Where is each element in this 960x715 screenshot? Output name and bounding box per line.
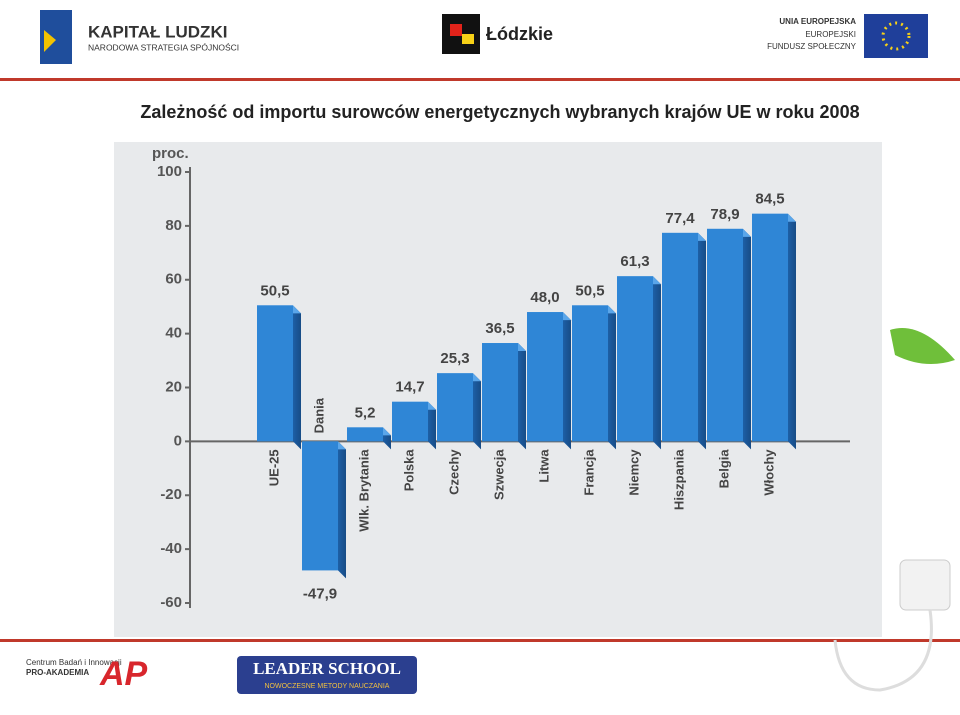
plot: proc. -60 -40 -20 0 20 40 60 80 100 50,5 UE-25 -47,9… bbox=[152, 145, 850, 611]
leader-badge bbox=[237, 656, 417, 694]
y-tick-label: 60 bbox=[165, 271, 182, 288]
y-tick-label: 40 bbox=[165, 325, 182, 342]
y-tick-label: -20 bbox=[160, 486, 182, 503]
header-rule bbox=[0, 78, 960, 81]
x-tick-label: Czechy bbox=[446, 449, 461, 495]
value-label: 48,0 bbox=[530, 289, 559, 306]
y-tick-label: -60 bbox=[160, 594, 182, 611]
bar bbox=[707, 228, 743, 442]
y-tick-label: 80 bbox=[165, 217, 182, 234]
bar-side bbox=[293, 305, 301, 450]
value-label: 36,5 bbox=[485, 320, 514, 337]
bar bbox=[482, 343, 518, 442]
x-tick-label: Belgia bbox=[716, 449, 731, 489]
logo-right: UNIA EUROPEJSKA EUROPEJSKI FUNDUSZ SPOŁE… bbox=[767, 14, 928, 58]
value-label: 77,4 bbox=[665, 210, 695, 227]
footer-rule bbox=[0, 639, 960, 642]
logo-square bbox=[450, 24, 462, 36]
bar bbox=[302, 441, 338, 571]
x-tick-label: Dania bbox=[311, 397, 326, 433]
bar bbox=[347, 427, 383, 442]
bar-side bbox=[608, 305, 616, 450]
x-tick-label: Litwa bbox=[536, 449, 551, 483]
logo-icon bbox=[40, 10, 72, 64]
bar bbox=[257, 305, 293, 442]
bar-side bbox=[428, 401, 436, 450]
footer-line: PRO-AKADEMIA bbox=[26, 668, 89, 677]
logo-center: Łódzkie bbox=[442, 14, 553, 54]
eu-stars bbox=[881, 21, 911, 51]
bar bbox=[572, 305, 608, 442]
bar bbox=[437, 373, 473, 442]
bar-side bbox=[653, 276, 661, 450]
bar-side bbox=[473, 373, 481, 450]
value-label: 78,9 bbox=[710, 206, 739, 223]
bar-side bbox=[518, 343, 526, 450]
bar-side bbox=[698, 232, 706, 450]
x-tick-label: Francja bbox=[581, 449, 596, 496]
footer-title: LEADER SCHOOL bbox=[253, 659, 401, 678]
y-axis-label: proc. bbox=[152, 145, 189, 162]
x-tick-label: UE-25 bbox=[266, 449, 281, 486]
cable-decoration bbox=[833, 609, 933, 692]
logo-line: EUROPEJSKI bbox=[805, 30, 856, 39]
bar-side bbox=[563, 312, 571, 450]
bar bbox=[752, 213, 788, 442]
bar bbox=[527, 312, 563, 442]
value-label: 84,5 bbox=[755, 191, 784, 208]
logo-square bbox=[462, 34, 474, 44]
logo-left: KAPITAŁ LUDZKI NARODOWA STRATEGIA SPÓJNO… bbox=[40, 10, 239, 64]
bar bbox=[617, 276, 653, 442]
value-label: 61,3 bbox=[620, 253, 649, 270]
value-label: 5,2 bbox=[355, 404, 376, 421]
logo-star bbox=[44, 30, 56, 52]
logo-subtitle: NARODOWA STRATEGIA SPÓJNOŚCI bbox=[88, 41, 239, 52]
bar bbox=[662, 232, 698, 442]
bar-side bbox=[788, 213, 796, 450]
bar bbox=[392, 401, 428, 442]
y-tick-label: 100 bbox=[157, 163, 182, 180]
y-tick-label: 20 bbox=[165, 378, 182, 395]
value-label: 14,7 bbox=[395, 379, 424, 396]
bar-side bbox=[338, 441, 346, 579]
chart-title: Zależność od importu surowców energetycz… bbox=[140, 102, 859, 122]
logo-line: FUNDUSZ SPOŁECZNY bbox=[767, 42, 857, 51]
x-tick-label: Niemcy bbox=[626, 449, 641, 496]
value-label: 50,5 bbox=[260, 282, 289, 299]
plug-decoration bbox=[899, 559, 951, 611]
footer-mark: AP bbox=[99, 655, 148, 693]
y-tick-label: -40 bbox=[160, 540, 182, 557]
y-tick-label: 0 bbox=[174, 432, 182, 449]
bar-side bbox=[743, 228, 751, 450]
x-tick-label: Włochy bbox=[761, 449, 776, 496]
eu-flag bbox=[864, 14, 928, 58]
logo-text: Łódzkie bbox=[486, 24, 553, 44]
x-tick-label: Szwecja bbox=[491, 449, 506, 500]
value-label: -47,9 bbox=[303, 585, 337, 602]
logo-line: UNIA EUROPEJSKA bbox=[779, 17, 856, 26]
value-label: 25,3 bbox=[440, 350, 469, 367]
footer-line: Centrum Badań i Innowacji bbox=[26, 658, 122, 667]
leaf-decoration bbox=[890, 328, 955, 364]
x-tick-label: Hiszpania bbox=[671, 449, 686, 510]
logo-title: KAPITAŁ LUDZKI bbox=[88, 22, 227, 41]
x-tick-label: Wlk. Brytania bbox=[356, 449, 371, 532]
x-tick-label: Polska bbox=[401, 449, 416, 492]
footer-subtitle: NOWOCZESNE METODY NAUCZANIA bbox=[265, 683, 390, 690]
value-label: 50,5 bbox=[575, 282, 604, 299]
